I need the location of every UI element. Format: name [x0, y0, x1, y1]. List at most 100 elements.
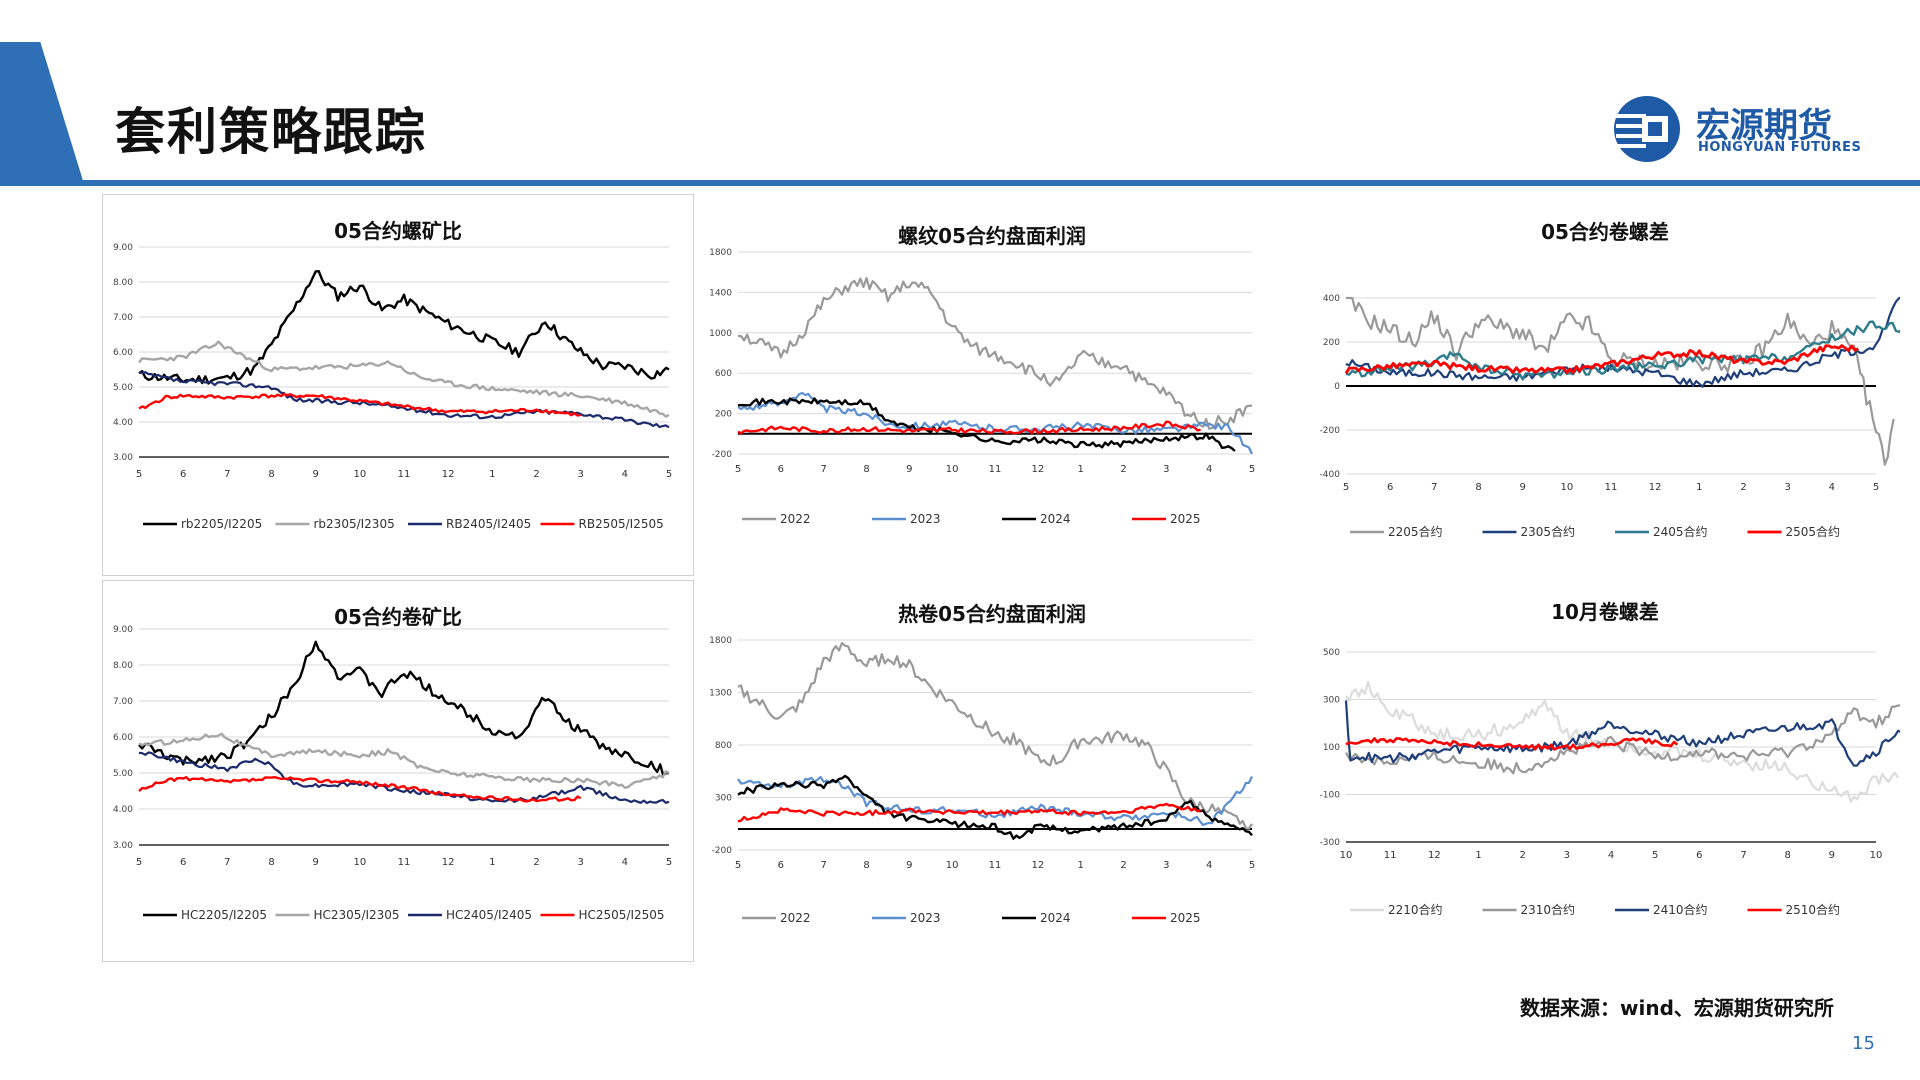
y-tick-label: 300 [1323, 696, 1340, 706]
legend-label: 2410合约 [1653, 902, 1708, 917]
series-line-2022 [737, 277, 1253, 430]
legend-label: 2205合约 [1388, 524, 1443, 539]
series-line-HC2505/I2505 [138, 775, 582, 803]
x-tick-label: 11 [398, 857, 411, 868]
legend-label: 2505合约 [1786, 524, 1841, 539]
logo-en-text: HONGYUAN FUTURES [1698, 140, 1862, 155]
series-line-2024 [737, 397, 1236, 452]
x-tick-label: 10 [946, 464, 959, 475]
y-tick-label: 7.00 [113, 313, 133, 323]
x-tick-label: 9 [312, 469, 318, 480]
legend-label: 2024 [1040, 512, 1071, 526]
x-tick-label: 10 [353, 857, 366, 868]
series-line-2310合约 [1345, 704, 1900, 775]
x-tick-label: 4 [1829, 482, 1835, 493]
x-tick-label: 7 [1431, 482, 1437, 493]
legend-label: 2510合约 [1786, 902, 1841, 917]
y-tick-label: 200 [1323, 338, 1340, 348]
y-tick-label: -200 [712, 846, 733, 856]
x-tick-label: 1 [489, 857, 495, 868]
x-tick-label: 10 [1340, 850, 1353, 861]
x-tick-label: 6 [180, 469, 186, 480]
legend-label: 2310合约 [1521, 902, 1576, 917]
legend-label: HC2305/I2305 [314, 908, 400, 922]
legend-label: RB2505/I2505 [579, 517, 664, 531]
y-tick-label: 1400 [709, 288, 732, 298]
x-tick-label: 3 [577, 469, 583, 480]
x-tick-label: 4 [1206, 464, 1212, 475]
y-tick-label: -400 [1320, 470, 1341, 480]
page-title: 套利策略跟踪 [115, 103, 427, 161]
logo-cn-text: 宏源期货 [1696, 106, 1832, 146]
legend-label: 2022 [780, 512, 811, 526]
x-tick-label: 5 [1652, 850, 1658, 861]
series-line-RB2405/I2405 [138, 371, 670, 429]
chart-panel-rebar-profit: -200 200 600 1000 1400 1800 5 6 7 8 9 10 11 12 1 2 3 4 5 20… [702, 194, 1282, 574]
series-line-2205合约 [1346, 296, 1895, 466]
series-line-HC2305/I2305 [138, 732, 670, 789]
x-tick-label: 10 [1870, 850, 1883, 861]
x-tick-label: 4 [622, 469, 628, 480]
chart-panel-coil-rebar-spread-05: -400 -200 0 200 400 5 6 7 8 9 10 11 12 1 2 3 4 5 2205合约 230… [1310, 194, 1900, 574]
x-tick-label: 9 [312, 857, 318, 868]
page-number: 15 [1852, 1033, 1875, 1054]
legend-label: 2025 [1170, 911, 1201, 925]
y-tick-label: 6.00 [113, 733, 133, 743]
x-tick-label: 9 [906, 860, 912, 871]
x-tick-label: 12 [1649, 482, 1662, 493]
y-tick-label: -100 [1320, 791, 1341, 801]
y-tick-label: 3.00 [113, 841, 133, 851]
series-line-2022 [737, 641, 1253, 830]
x-tick-label: 12 [1031, 464, 1044, 475]
y-tick-label: 6.00 [113, 348, 133, 358]
chart-panel-coil-rebar-spread-10: -300 -100 100 300 500 10 11 12 1 2 3 4 5 6 7 8 9 10 2210合约… [1310, 584, 1900, 964]
x-tick-label: 8 [1475, 482, 1481, 493]
legend-label: 2023 [910, 512, 941, 526]
series-line-2024 [737, 774, 1253, 840]
x-tick-label: 12 [1428, 850, 1441, 861]
chart-title: 05合约卷螺差 [1541, 220, 1669, 244]
x-tick-label: 1 [1077, 860, 1083, 871]
x-tick-label: 6 [1387, 482, 1393, 493]
x-tick-label: 5 [735, 860, 741, 871]
y-tick-label: 0 [1334, 382, 1340, 392]
logo-mark-icon [1614, 96, 1680, 162]
legend-label: 2024 [1040, 911, 1071, 925]
x-tick-label: 9 [1829, 850, 1835, 861]
x-tick-label: 3 [1163, 860, 1169, 871]
chart-svg: 3.004.005.006.007.008.009.005 6 7 8 9 10 11 12 1… [113, 625, 672, 922]
legend-label: HC2505/I2505 [579, 908, 665, 922]
x-tick-label: 7 [820, 464, 826, 475]
chart-title: 热卷05合约盘面利润 [898, 602, 1086, 626]
legend-label: rb2305/I2305 [314, 517, 395, 531]
x-tick-label: 2 [533, 857, 539, 868]
x-tick-label: 7 [224, 469, 230, 480]
x-tick-label: 11 [989, 860, 1002, 871]
x-tick-label: 1 [489, 469, 495, 480]
x-tick-label: 12 [1031, 860, 1044, 871]
legend-label: HC2405/I2405 [446, 908, 532, 922]
x-tick-label: 2 [1740, 482, 1746, 493]
y-tick-label: 4.00 [113, 805, 133, 815]
x-tick-label: 2 [1120, 860, 1126, 871]
y-tick-label: 500 [1323, 648, 1340, 658]
y-tick-label: 800 [715, 741, 732, 751]
legend-label: 2025 [1170, 512, 1201, 526]
y-tick-label: 200 [715, 410, 732, 420]
y-tick-label: -200 [1320, 426, 1341, 436]
series-line-2510合约 [1345, 737, 1679, 751]
x-tick-label: 7 [1740, 850, 1746, 861]
chart-title: 10月卷螺差 [1551, 600, 1659, 624]
x-tick-label: 12 [442, 857, 455, 868]
y-tick-label: 1300 [709, 689, 732, 699]
x-tick-label: 10 [946, 860, 959, 871]
x-tick-label: 5 [1873, 482, 1879, 493]
y-tick-label: 7.00 [113, 697, 133, 707]
chart-title: 螺纹05合约盘面利润 [898, 224, 1086, 248]
y-tick-label: 3.00 [113, 453, 133, 463]
series-line-2025 [737, 420, 1201, 435]
chart-panel-coil-profit: -200 300 800 1300 1800 5 6 7 8 9 10 11 12 1 2 3 4 5 2022 20… [702, 584, 1282, 964]
x-tick-label: 2 [533, 469, 539, 480]
x-tick-label: 6 [778, 860, 784, 871]
